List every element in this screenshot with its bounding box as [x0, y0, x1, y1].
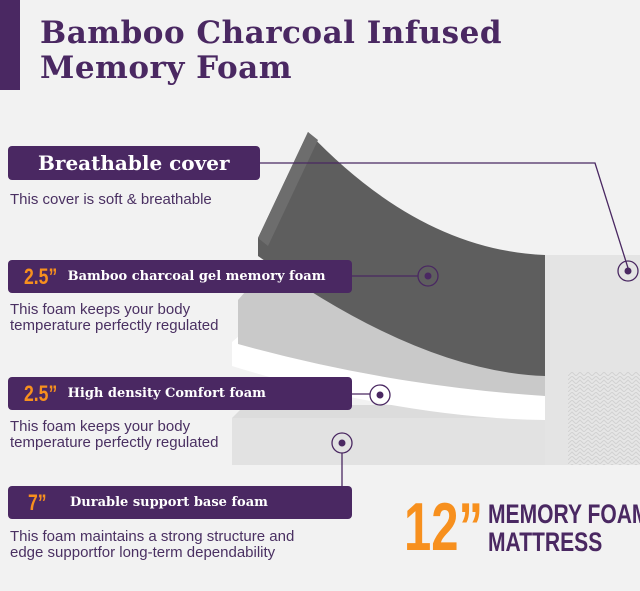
- cover-layer: [258, 132, 545, 376]
- callout-dots: [331, 260, 639, 454]
- title-accent-bar: [0, 0, 20, 90]
- mattress-type-line-2: MATTRESS: [488, 527, 603, 557]
- mattress-size: 12”: [404, 489, 483, 565]
- desc-line: This cover is soft & breathable: [10, 191, 212, 208]
- desc-line: temperature perfectly regulated: [10, 434, 219, 451]
- layer-description: This foam keeps your body temperature per…: [10, 419, 218, 451]
- page-title: Bamboo Charcoal Infused Memory Foam: [40, 16, 502, 86]
- layer-thickness: 7”: [28, 489, 47, 515]
- layer-description: This foam keeps your body temperature per…: [10, 302, 218, 334]
- desc-line: This foam keeps your body: [10, 301, 191, 318]
- mattress-type-line-1: MEMORY FOAM: [488, 499, 640, 529]
- layer-label: Durable support base foam: [70, 495, 268, 510]
- desc-line: This foam keeps your body: [10, 418, 191, 435]
- layer-thickness: 2.5”: [24, 263, 58, 289]
- title-line-2: Memory Foam: [40, 50, 293, 86]
- label-breathable-cover: Breathable cover: [8, 146, 260, 180]
- layer-thickness: 2.5”: [24, 380, 58, 406]
- label-gel-memory-foam: 2.5” Bamboo charcoal gel memory foam: [8, 260, 352, 293]
- base-foam-layer: [232, 405, 545, 465]
- layer-label: High density Comfort foam: [67, 386, 266, 401]
- mattress-type: MEMORY FOAM MATTRESS: [488, 500, 640, 556]
- layer-label: Bamboo charcoal gel memory foam: [67, 269, 326, 284]
- label-comfort-foam: 2.5” High density Comfort foam: [8, 377, 352, 410]
- desc-line: temperature perfectly regulated: [10, 317, 219, 334]
- desc-line: This foam maintains a strong structure a…: [10, 528, 295, 545]
- layer-description: This cover is soft & breathable: [10, 192, 212, 208]
- desc-line: edge supportfor long-term dependability: [10, 544, 276, 561]
- label-base-foam: 7” Durable support base foam: [8, 486, 352, 519]
- layer-description: This foam maintains a strong structure a…: [10, 529, 294, 561]
- title-line-1: Bamboo Charcoal Infused: [40, 15, 503, 51]
- layer-label: Breathable cover: [38, 151, 230, 175]
